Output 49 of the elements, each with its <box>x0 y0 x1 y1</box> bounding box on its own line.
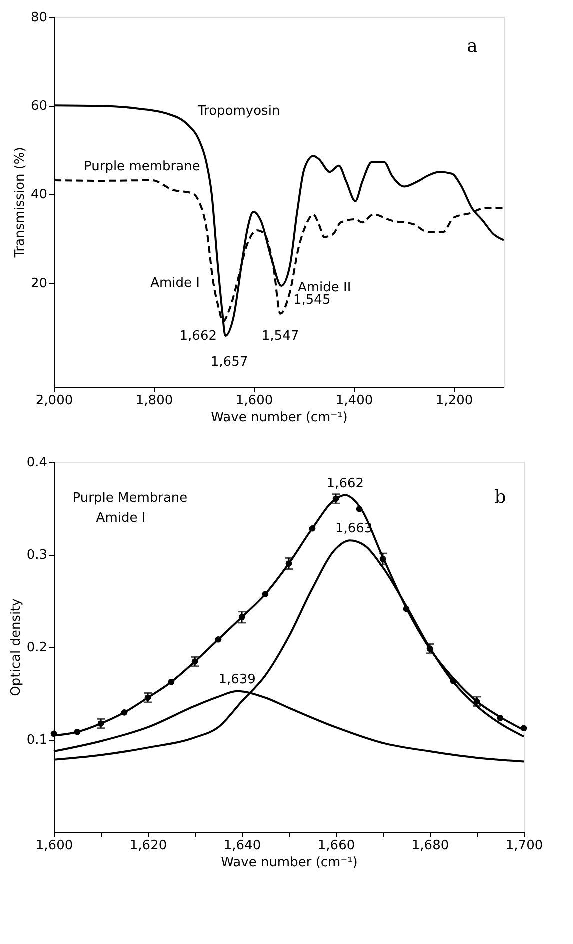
point <box>309 525 316 532</box>
x-tick-label: 1,200 <box>436 394 474 408</box>
x-tick-label: 1,700 <box>506 838 544 854</box>
point <box>262 591 269 598</box>
x-tick-label: 1,400 <box>336 394 374 408</box>
annotation: 1,545 <box>294 292 331 308</box>
x-tick-label: 1,800 <box>136 394 174 408</box>
annotation: 1,657 <box>210 355 248 370</box>
point <box>497 715 504 722</box>
annotation: 1,662 <box>180 328 217 344</box>
point <box>168 678 175 686</box>
x-tick-label: 1,640 <box>224 838 262 854</box>
x-tick-label: 1,620 <box>130 838 168 854</box>
series-label: Purple membrane <box>84 160 200 175</box>
y-axis-title: Transmission (%) <box>12 147 28 259</box>
point <box>403 606 410 612</box>
annotation: Amide I <box>150 276 200 291</box>
x-tick-label: 1,600 <box>236 394 274 408</box>
y-tick-label: 0.3 <box>26 548 48 563</box>
y-axis-title: Optical density <box>8 598 24 696</box>
point <box>356 506 363 512</box>
x-tick-label: 1,600 <box>36 838 74 854</box>
y-tick-label: 20 <box>30 276 48 292</box>
annotation: b <box>494 487 506 508</box>
annotation: a <box>467 36 478 57</box>
point <box>520 725 528 732</box>
x-tick-label: 2,000 <box>36 394 74 408</box>
y-tick-label: 0.1 <box>26 733 48 748</box>
point <box>121 710 128 716</box>
y-tick-label: 40 <box>30 188 48 203</box>
x-axis-title: Wave number (cm⁻¹) <box>211 410 348 426</box>
y-tick-label: 60 <box>30 99 48 114</box>
point <box>50 730 58 738</box>
annotation: Amide II <box>298 280 352 296</box>
annotation: Purple Membrane <box>72 491 188 506</box>
x-axis-title: Wave number (cm⁻¹) <box>221 856 358 870</box>
x-tick-label: 1,660 <box>318 838 356 854</box>
annotation: 1,547 <box>262 328 300 344</box>
point <box>74 728 81 736</box>
point <box>450 678 457 684</box>
y-tick-label: 0.4 <box>26 456 48 470</box>
annotation: 1,662 <box>326 476 364 492</box>
y-tick-label: 0.2 <box>26 640 48 656</box>
x-tick-label: 1,680 <box>412 838 450 854</box>
point <box>215 636 222 643</box>
y-tick-label: 80 <box>30 10 48 26</box>
annotation: Amide I <box>96 511 146 526</box>
annotation: 1,639 <box>218 672 256 688</box>
series-label: Tropomyosin <box>197 104 280 120</box>
